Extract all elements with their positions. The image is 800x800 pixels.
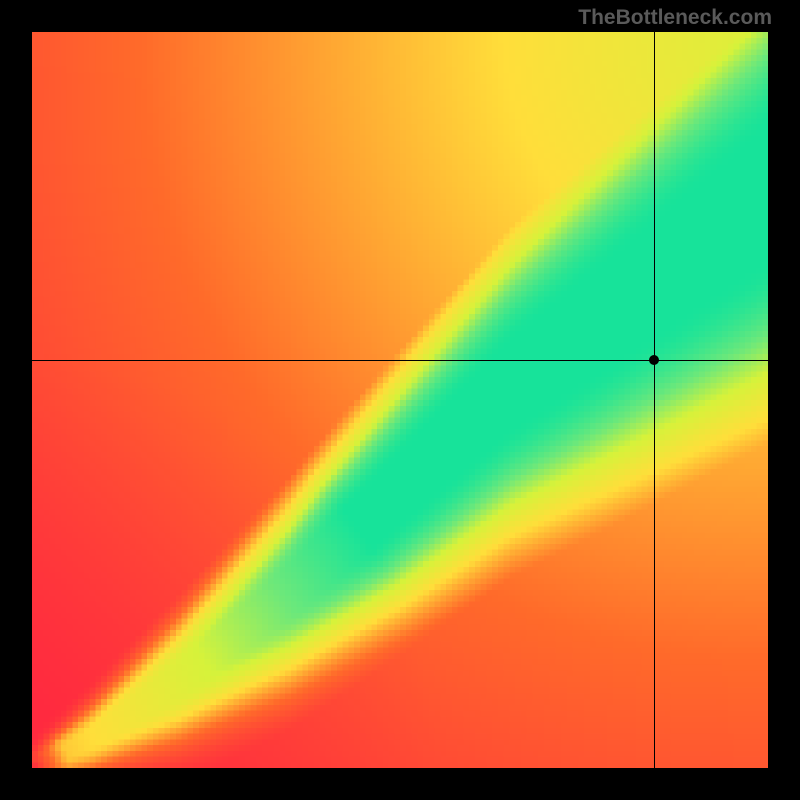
heatmap-canvas (32, 32, 768, 768)
watermark-text: TheBottleneck.com (578, 6, 772, 30)
crosshair-marker (649, 355, 659, 365)
crosshair-vertical (654, 32, 655, 768)
heatmap-plot (32, 32, 768, 768)
